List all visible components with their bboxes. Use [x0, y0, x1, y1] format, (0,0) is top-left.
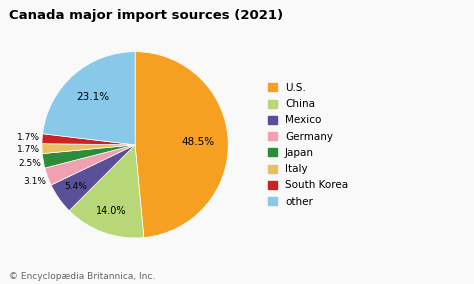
Wedge shape [69, 145, 144, 238]
Wedge shape [42, 134, 135, 145]
Text: 1.7%: 1.7% [17, 133, 40, 142]
Wedge shape [135, 52, 228, 238]
Legend: U.S., China, Mexico, Germany, Japan, Italy, South Korea, other: U.S., China, Mexico, Germany, Japan, Ita… [268, 83, 348, 207]
Text: 48.5%: 48.5% [182, 137, 215, 147]
Wedge shape [42, 144, 135, 154]
Text: 5.4%: 5.4% [64, 182, 87, 191]
Text: 14.0%: 14.0% [96, 206, 127, 216]
Text: © Encyclopædia Britannica, Inc.: © Encyclopædia Britannica, Inc. [9, 272, 156, 281]
Wedge shape [42, 145, 135, 168]
Text: 2.5%: 2.5% [18, 159, 41, 168]
Wedge shape [45, 145, 135, 185]
Wedge shape [51, 145, 135, 211]
Text: Canada major import sources (2021): Canada major import sources (2021) [9, 9, 283, 22]
Text: 23.1%: 23.1% [76, 93, 109, 103]
Wedge shape [43, 52, 135, 145]
Text: 3.1%: 3.1% [23, 177, 46, 186]
Text: 1.7%: 1.7% [17, 145, 39, 154]
